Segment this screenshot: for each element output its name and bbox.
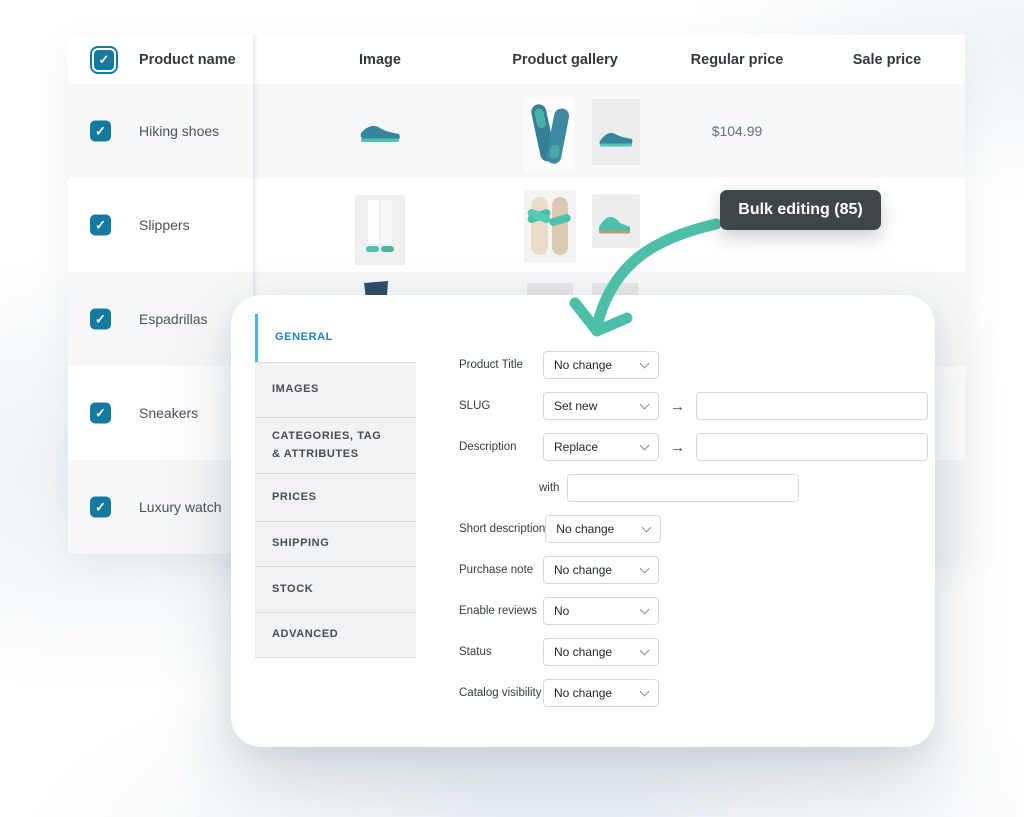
product-name: Espadrillas [139,311,208,327]
field-label: with [539,482,560,494]
gallery-thumbnail [523,97,575,171]
check-icon: ✓ [95,499,106,515]
modal-tab-group: IMAGES CATEGORIES, TAG & ATTRIBUTES PRIC… [255,362,416,658]
description-replace-with-input[interactable] [567,474,800,502]
product-title-dropdown[interactable]: No change [543,351,659,379]
select-all-checkbox[interactable]: ✓ [90,45,118,74]
regular-price: $104.99 [711,123,763,139]
field-label: SLUG [459,400,491,412]
column-header-product-gallery: Product gallery [512,51,618,68]
table-row: ✓ Hiking shoes $104.99 [68,84,965,178]
form-row-short-description: Short description No change [459,515,928,543]
chevron-down-icon [639,358,650,368]
arrow-right-icon: → [670,438,685,456]
form-row-with: with [459,474,928,502]
tab-advanced[interactable]: ADVANCED [255,612,416,657]
column-header-regular-price: Regular price [690,51,784,68]
row-checkbox[interactable]: ✓ [90,214,111,236]
chevron-down-icon [639,563,650,573]
bulk-editing-button[interactable]: Bulk editing (85) [720,190,881,230]
check-icon: ✓ [95,217,106,233]
product-name: Slippers [139,217,190,233]
field-label: Catalog visibility [459,687,542,699]
chevron-down-icon [641,522,652,532]
description-dropdown[interactable]: Replace [543,433,659,461]
field-label: Enable reviews [459,605,537,617]
field-label: Description [459,441,517,453]
chevron-down-icon [639,440,650,450]
description-find-input[interactable] [696,433,928,461]
enable-reviews-dropdown[interactable]: No [543,597,659,625]
tab-general[interactable]: GENERAL [255,314,416,362]
form-row-status: Status No change [459,638,928,666]
gallery-thumbnail [524,190,576,262]
short-description-dropdown[interactable]: No change [545,515,662,543]
row-checkbox[interactable]: ✓ [90,402,111,424]
bulk-edit-form: Product Title No change SLUG Set new → D… [459,351,928,707]
check-icon: ✓ [98,52,110,67]
row-checkbox[interactable]: ✓ [90,120,111,142]
product-image-thumbnail [355,195,405,265]
check-icon: ✓ [95,311,106,327]
chevron-down-icon [639,686,650,696]
product-name: Hiking shoes [139,123,220,139]
product-name: Luxury watch [139,499,222,515]
gallery-thumbnail [592,194,640,248]
slug-dropdown[interactable]: Set new [543,392,659,420]
purchase-note-dropdown[interactable]: No change [543,556,659,584]
first-column-shadow-divider [253,35,259,554]
field-label: Short description [459,523,546,535]
field-label: Product Title [459,359,523,371]
form-row-enable-reviews: Enable reviews No [459,597,928,625]
catalog-visibility-dropdown[interactable]: No change [543,679,659,707]
form-row-catalog-visibility: Catalog visibility No change [459,679,928,707]
form-row-product-title: Product Title No change [459,351,928,379]
column-header-image: Image [359,51,401,68]
check-icon: ✓ [95,123,106,139]
arrow-right-icon: → [670,397,685,415]
field-label: Purchase note [459,564,534,576]
field-label: Status [459,646,492,658]
chevron-down-icon [639,645,650,655]
modal-tab-list: GENERAL IMAGES CATEGORIES, TAG & ATTRIBU… [255,314,416,658]
gallery-thumbnail [592,99,640,165]
check-icon: ✓ [95,405,106,421]
column-header-product-name: Product name [139,51,236,68]
bulk-edit-modal: GENERAL IMAGES CATEGORIES, TAG & ATTRIBU… [231,295,935,747]
table-header-row: ✓ Product name Image Product gallery Reg… [68,35,965,84]
tab-shipping[interactable]: SHIPPING [255,521,416,566]
product-name: Sneakers [139,405,199,421]
form-row-description: Description Replace → [459,433,928,461]
status-dropdown[interactable]: No change [543,638,659,666]
row-checkbox[interactable]: ✓ [90,308,111,330]
form-row-slug: SLUG Set new → [459,392,928,420]
tab-stock[interactable]: STOCK [255,566,416,612]
chevron-down-icon [639,604,650,614]
tab-prices[interactable]: PRICES [255,473,416,521]
form-row-purchase-note: Purchase note No change [459,556,928,584]
row-checkbox[interactable]: ✓ [90,496,111,518]
product-image-thumbnail [360,125,400,142]
chevron-down-icon [639,399,650,409]
column-header-sale-price: Sale price [852,51,922,68]
tab-images[interactable]: IMAGES [272,383,319,396]
slug-value-input[interactable] [696,392,928,420]
tab-categories-tag-attributes[interactable]: CATEGORIES, TAG & ATTRIBUTES [255,417,416,473]
